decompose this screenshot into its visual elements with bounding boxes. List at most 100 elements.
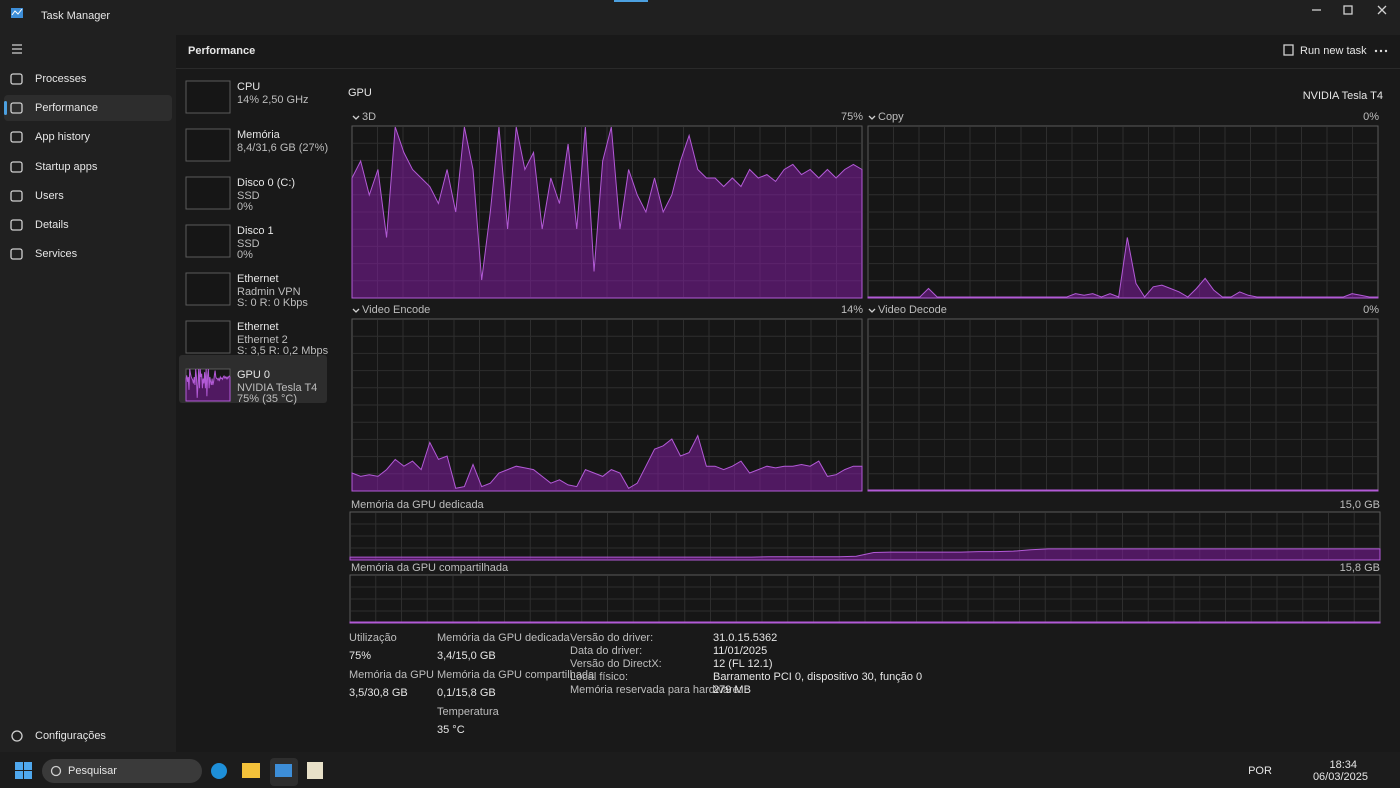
graph-value: 0% xyxy=(1363,111,1379,123)
detail-value: 31.0.15.5362 xyxy=(713,632,777,644)
memory-label: Memória da GPU compartilhada xyxy=(351,562,509,574)
start-button[interactable] xyxy=(15,762,32,779)
graph-area xyxy=(867,237,1379,299)
device-line: S: 0 R: 0 Kbps xyxy=(237,297,308,309)
explorer-icon[interactable] xyxy=(242,763,260,778)
graph-area xyxy=(351,434,863,492)
device-thumb xyxy=(185,320,231,354)
device-line: NVIDIA Tesla T4 xyxy=(237,382,317,394)
graph-label: 3D xyxy=(362,111,376,123)
nav-item[interactable]: Performance xyxy=(35,102,98,114)
stat-value: 0,1/15,8 GB xyxy=(437,687,496,699)
detail-label: Data do driver: xyxy=(570,645,642,657)
device-name[interactable]: Disco 0 (C:) xyxy=(237,177,295,189)
device-thumb xyxy=(185,224,231,258)
detail-value: 11/01/2025 xyxy=(713,645,767,657)
graph-area xyxy=(349,548,1381,561)
gpu-model: NVIDIA Tesla T4 xyxy=(1303,90,1383,102)
device-name[interactable]: Ethernet xyxy=(237,321,279,333)
device-thumb xyxy=(185,176,231,210)
taskmgr-icon xyxy=(275,764,292,777)
device-name[interactable]: Memória xyxy=(237,129,281,141)
nav-settings[interactable]: Configurações xyxy=(35,730,106,742)
device-line: 8,4/31,6 GB (27%) xyxy=(237,142,328,154)
chevron xyxy=(352,115,360,120)
detail-label: Versão do DirectX: xyxy=(570,658,662,670)
nav-indicator xyxy=(4,101,7,115)
device-line: SSD xyxy=(237,190,260,202)
clock-date: 06/03/2025 xyxy=(1313,771,1368,783)
memory-max: 15,8 GB xyxy=(1340,562,1380,574)
graph-label: Copy xyxy=(878,111,904,123)
graph-area xyxy=(349,621,1381,624)
stat-value: 75% xyxy=(349,650,371,662)
gpu-title: GPU xyxy=(348,87,372,99)
stat-label: Temperatura xyxy=(437,706,500,718)
nav-icon xyxy=(10,190,23,202)
language: POR xyxy=(1248,765,1272,777)
nav-item[interactable]: Processes xyxy=(35,73,87,85)
drag-indicator xyxy=(614,0,648,2)
graph-value: 14% xyxy=(841,304,863,316)
graph-area xyxy=(351,126,863,299)
graph-value: 75% xyxy=(841,111,863,123)
device-line: Radmin VPN xyxy=(237,286,301,298)
edge-icon[interactable] xyxy=(211,763,227,779)
device-name[interactable]: CPU xyxy=(237,81,260,93)
settings-icon xyxy=(11,730,23,742)
device-line: Ethernet 2 xyxy=(237,334,288,346)
stat-label: Utilização xyxy=(349,632,397,644)
device-thumb xyxy=(185,128,231,162)
device-line: 0% xyxy=(237,249,253,261)
device-line: 75% (35 °C) xyxy=(237,393,297,405)
graph-label: Video Decode xyxy=(878,304,947,316)
chevron xyxy=(868,308,876,313)
device-name[interactable]: GPU 0 xyxy=(237,369,270,381)
nav-icon xyxy=(10,161,23,173)
detail-label: Memória reservada para hardware: xyxy=(570,684,742,696)
stat-label: Memória da GPU xyxy=(349,669,434,681)
device-line: SSD xyxy=(237,238,260,250)
window-controls[interactable] xyxy=(1312,5,1387,15)
app-icon xyxy=(11,8,23,18)
graph-area xyxy=(867,489,1379,492)
stat-value: 3,5/30,8 GB xyxy=(349,687,408,699)
detail-value: 279 MB xyxy=(713,684,751,696)
device-line: 14% 2,50 GHz xyxy=(237,94,309,106)
stat-label: Memória da GPU dedicada xyxy=(437,632,571,644)
device-thumb xyxy=(185,80,231,114)
taskbar xyxy=(0,752,1400,788)
app-icon-2[interactable] xyxy=(307,762,323,779)
nav-icon xyxy=(10,73,23,85)
nav-item[interactable]: Details xyxy=(35,219,69,231)
device-line: S: 3,5 R: 0,2 Mbps xyxy=(237,345,329,357)
detail-value: Barramento PCI 0, dispositivo 30, função… xyxy=(713,671,922,683)
detail-label: Versão do driver: xyxy=(570,632,653,644)
search-text[interactable]: Pesquisar xyxy=(68,765,117,777)
window-title: Task Manager xyxy=(41,10,110,22)
toolbar-icons[interactable] xyxy=(1283,44,1388,56)
device-thumb-graph xyxy=(185,368,231,402)
run-new-task[interactable]: Run new task xyxy=(1300,45,1367,57)
search-icon xyxy=(50,765,62,777)
nav-icon xyxy=(10,248,23,260)
divider xyxy=(176,68,1400,69)
menu-button[interactable] xyxy=(12,44,22,54)
nav-item[interactable]: Users xyxy=(35,190,64,202)
stat-label: Memória da GPU compartilhada xyxy=(437,669,595,681)
graph-label: Video Encode xyxy=(362,304,430,316)
clock-time: 18:34 xyxy=(1329,759,1357,771)
search-box[interactable] xyxy=(42,759,202,783)
nav-item[interactable]: App history xyxy=(35,131,91,143)
device-name[interactable]: Ethernet xyxy=(237,273,279,285)
graph-value: 0% xyxy=(1363,304,1379,316)
nav-icon xyxy=(10,102,23,114)
device-name[interactable]: Disco 1 xyxy=(237,225,274,237)
nav-item[interactable]: Services xyxy=(35,248,78,260)
stat-value: 35 °C xyxy=(437,724,465,736)
detail-value: 12 (FL 12.1) xyxy=(713,658,773,670)
nav-icon xyxy=(10,219,23,231)
chevron xyxy=(352,308,360,313)
nav-item[interactable]: Startup apps xyxy=(35,161,98,173)
